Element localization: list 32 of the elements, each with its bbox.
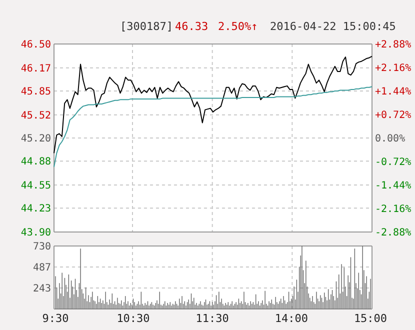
y-tick-label: 46.50 (20, 40, 51, 50)
text: 46.33 (175, 20, 208, 33)
y2-tick-label: -0.72% (375, 157, 412, 168)
x-tick-label: 15:00 (354, 312, 388, 325)
y2-tick-label: +1.44% (375, 86, 412, 98)
y2-tick-label: +0.72% (375, 110, 412, 121)
x-tick-label: 11:30 (196, 312, 229, 325)
y-tick-label: 487 (32, 262, 51, 274)
x-tick-label: 14:00 (274, 312, 308, 325)
text: 2016-04-22 15:00:45 (270, 20, 396, 33)
y-tick-label: 45.20 (20, 134, 51, 144)
y-tick-label: 243 (32, 284, 51, 295)
line-series (54, 86, 372, 168)
y-tick-label: 46.17 (20, 63, 51, 74)
x-tick-label: 9:30 (42, 312, 69, 325)
y-tick-label: 44.88 (20, 156, 51, 168)
y2-tick-label: +2.88% (375, 40, 412, 50)
x-tick-label: 10:30 (116, 312, 150, 325)
text: [300187] (120, 20, 173, 33)
line-series (54, 56, 372, 154)
y2-tick-label: -2.88% (375, 228, 412, 238)
y2-tick-label: -2.16% (375, 204, 412, 215)
y-tick-label: 45.85 (20, 86, 51, 98)
y-tick-label: 45.52 (20, 110, 51, 122)
text: 2.50%↑ (218, 20, 258, 33)
y-tick-label: 44.55 (20, 180, 51, 192)
y-tick-label: 730 (32, 242, 51, 252)
y2-tick-label: +2.16% (375, 63, 412, 74)
y2-tick-label: -1.44% (375, 180, 412, 192)
y-tick-label: 44.23 (20, 204, 51, 215)
y-tick-label: 43.90 (20, 228, 51, 238)
y2-tick-label: 0.00% (375, 134, 406, 144)
